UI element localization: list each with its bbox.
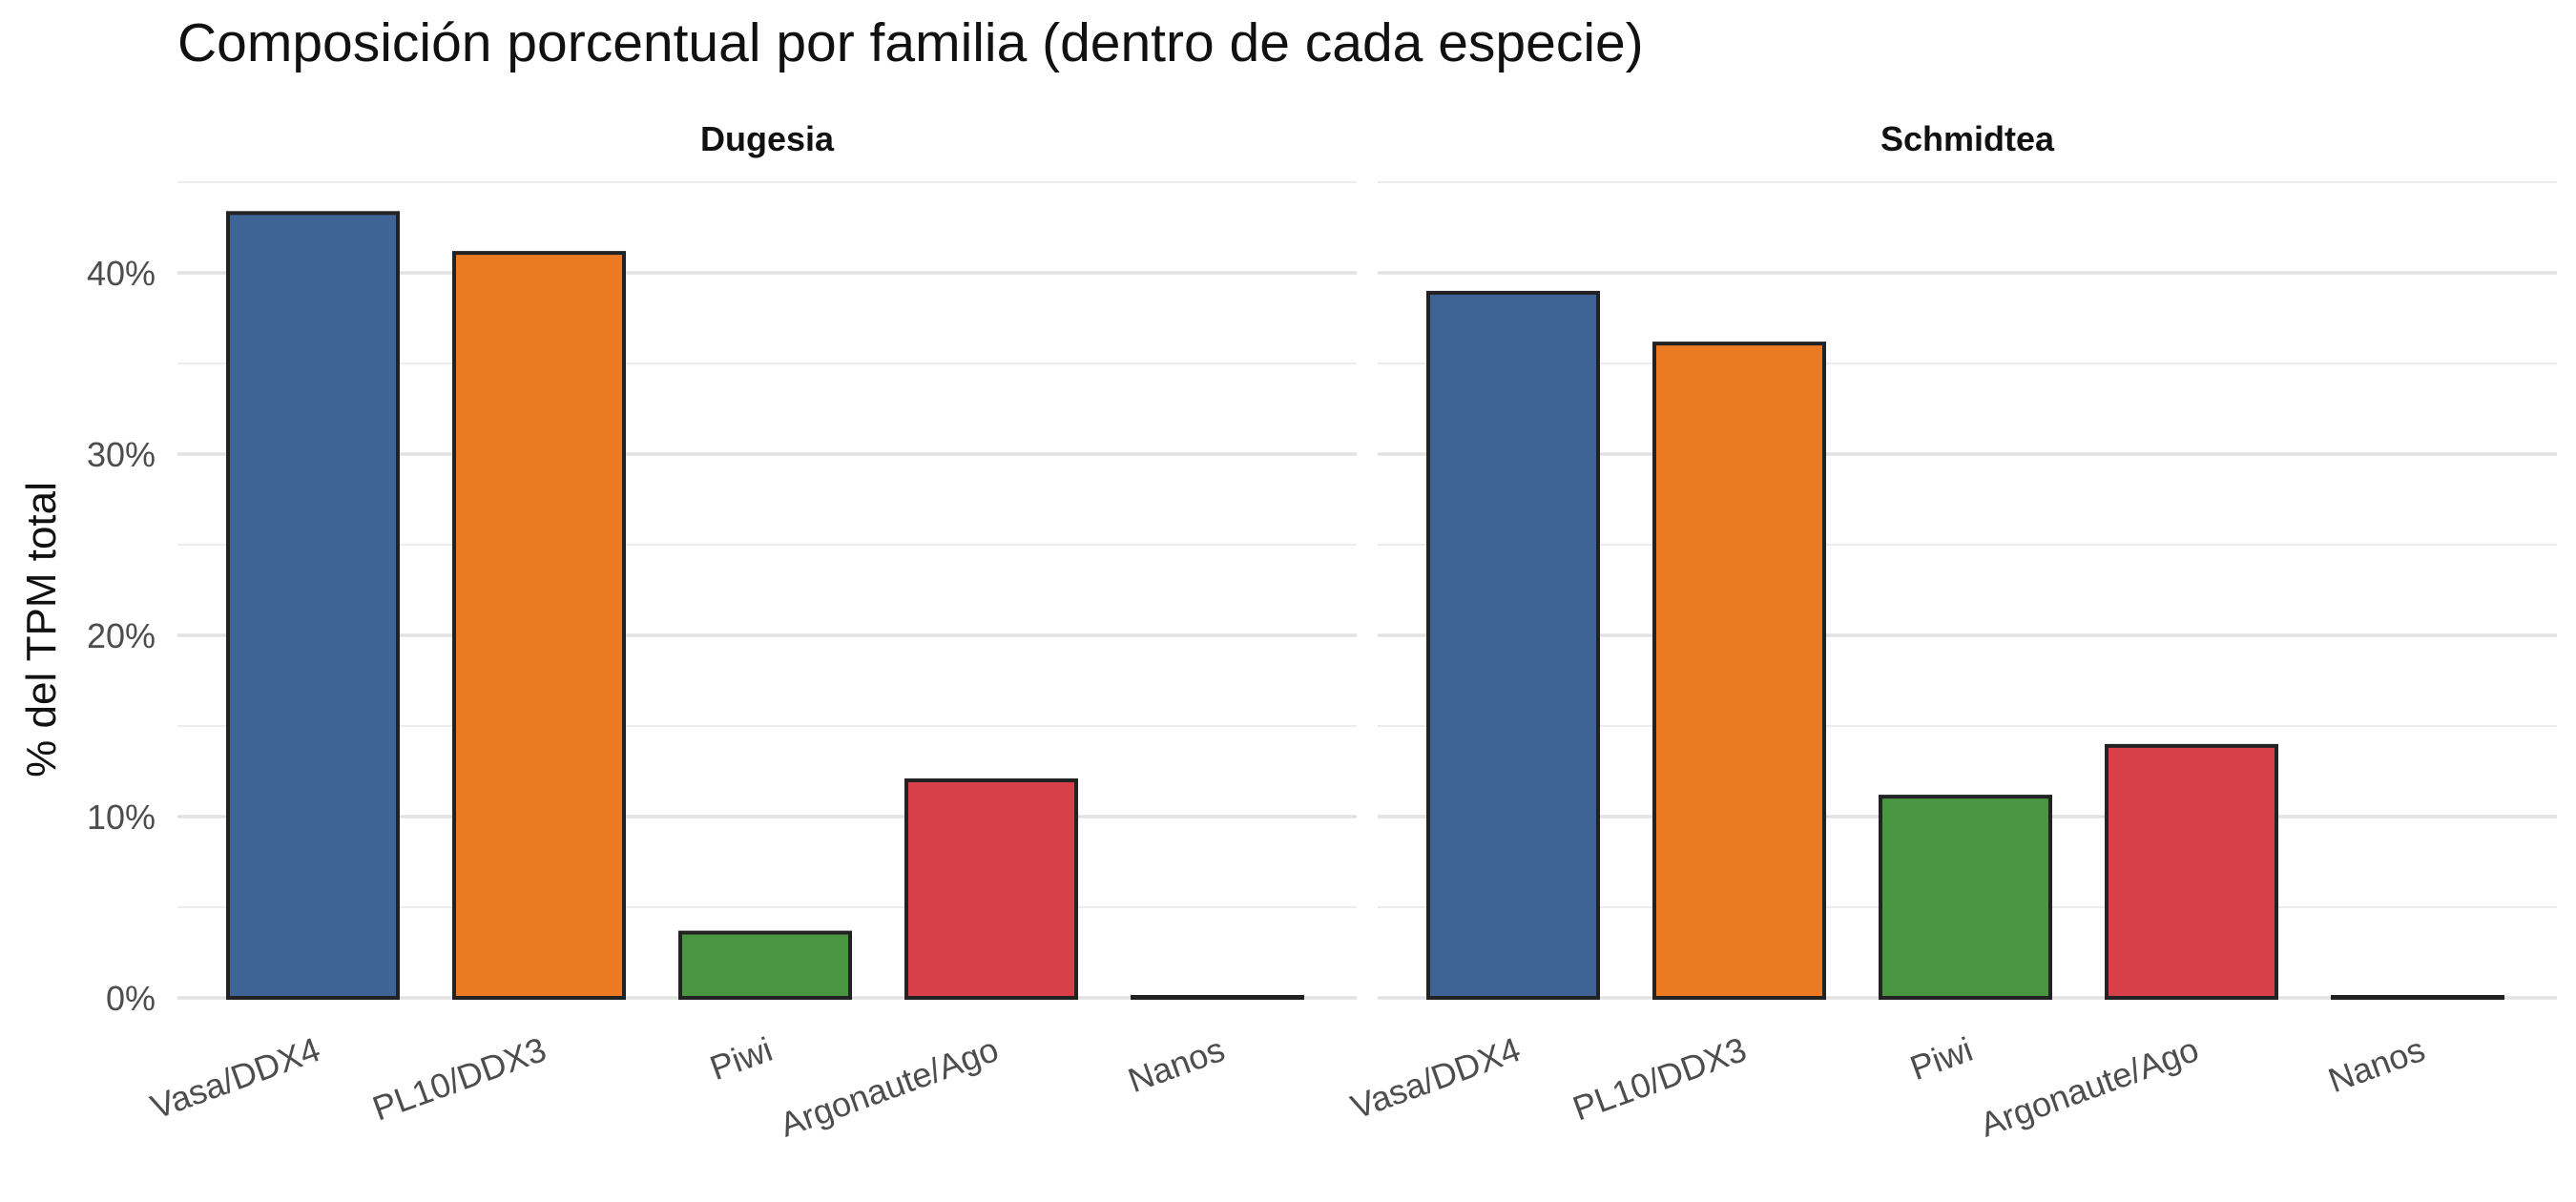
bar-nanos <box>1131 995 1304 1000</box>
facet-panel-schmidtea: Schmidtea Vasa/DDX4 PL10/DDX3 PiwiArgonaute… <box>1345 119 2557 1145</box>
x-tick-label: Vasa/DDX4 <box>145 1029 324 1127</box>
x-tick-label: Argonaute/Ago <box>775 1029 1004 1145</box>
bar-pl10-ddx3 <box>452 251 626 1001</box>
bar-argonaute-ago <box>2105 743 2278 1001</box>
chart-title: Composición porcentual por familia (dent… <box>177 12 1644 73</box>
bar-pl10-ddx3 <box>1652 342 1826 1001</box>
y-axis-label: % del TPM total <box>18 482 65 777</box>
bar-vasa-ddx4 <box>1426 290 1600 1000</box>
facet-title: Dugesia <box>700 119 835 158</box>
x-tick-label: Nanos <box>2323 1029 2430 1100</box>
y-tick-label: 10% <box>87 798 156 837</box>
x-tick-label: PL10/DDX3 <box>1568 1029 1752 1129</box>
x-tick-label: Piwi <box>1905 1029 1978 1088</box>
bar-argonaute-ago <box>904 778 1078 1000</box>
x-tick-label: Piwi <box>705 1029 778 1088</box>
y-tick-label: 0% <box>106 979 156 1018</box>
bar-nanos <box>2331 995 2504 1000</box>
bar-vasa-ddx4 <box>226 211 400 1001</box>
x-tick-label: Vasa/DDX4 <box>1345 1029 1525 1127</box>
y-tick-label: 20% <box>87 616 156 655</box>
y-tick-label: 40% <box>87 254 156 293</box>
bar-piwi <box>678 930 852 1000</box>
facet-title: Schmidtea <box>1880 119 2055 158</box>
x-tick-label: Argonaute/Ago <box>1975 1029 2204 1145</box>
facet-panel-dugesia: Dugesia Vasa/DDX4 PL10/DDX3 PiwiArgonaute/A… <box>145 119 1357 1145</box>
bar-piwi <box>1879 795 2052 1000</box>
x-tick-label: PL10/DDX3 <box>367 1029 551 1129</box>
y-tick-label: 30% <box>87 435 156 474</box>
x-tick-label: Nanos <box>1123 1029 1230 1100</box>
